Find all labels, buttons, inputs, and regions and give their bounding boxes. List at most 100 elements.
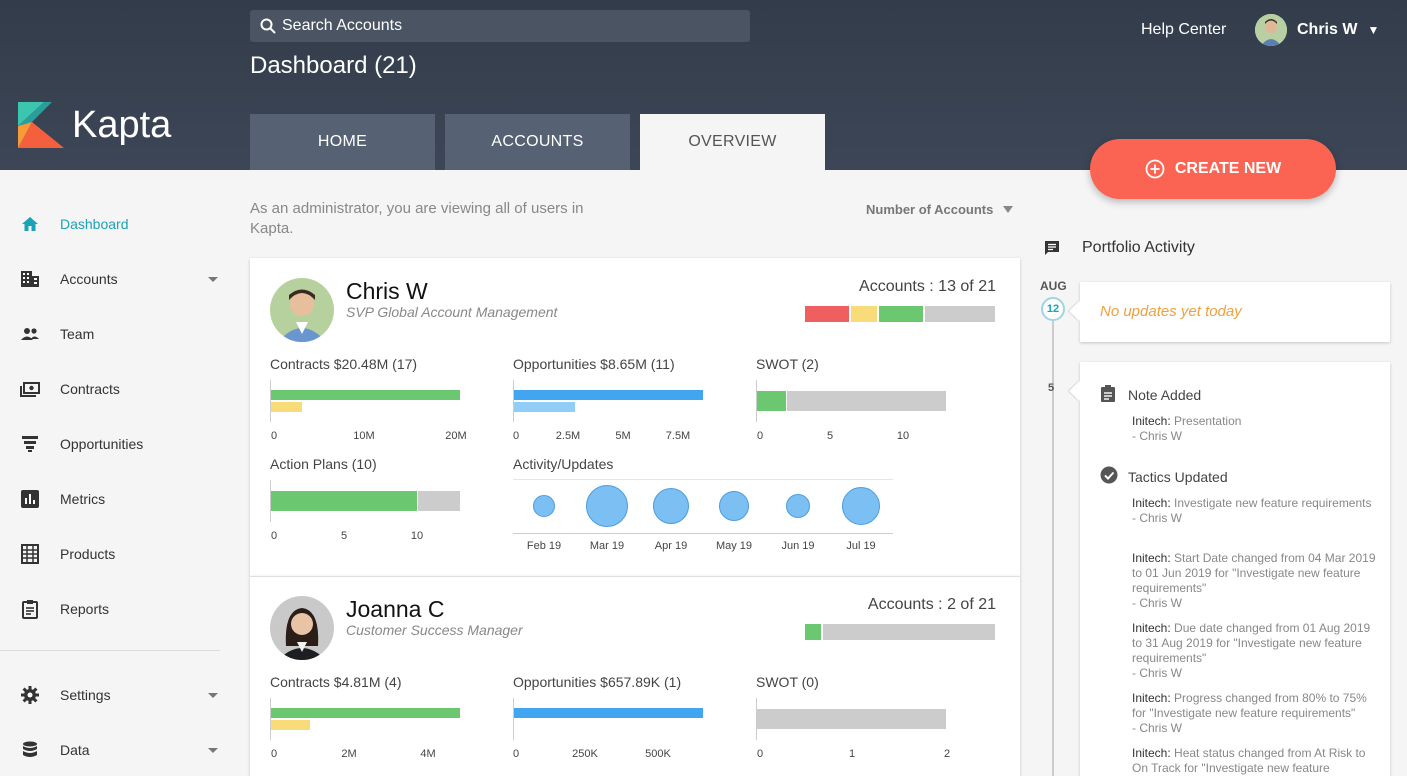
- entry-text: Start Date changed from 04 Mar 2019 to 0…: [1132, 551, 1376, 595]
- tab-home[interactable]: HOME: [250, 114, 435, 170]
- tick-label: 250K: [572, 748, 598, 760]
- activity-bubble-chart[interactable]: [513, 479, 893, 539]
- entry-author: - Chris W: [1132, 511, 1182, 525]
- feed-entry[interactable]: Initech: Heat status changed from At Ris…: [1132, 746, 1377, 776]
- create-new-button[interactable]: CREATE NEW: [1090, 139, 1336, 199]
- activity-bubble-mar[interactable]: [586, 485, 628, 527]
- user-card: Chris W SVP Global Account Management Ac…: [250, 258, 1020, 576]
- feed-entry[interactable]: Initech: Investigate new feature require…: [1132, 496, 1377, 526]
- activity-bubble-jul[interactable]: [842, 487, 880, 525]
- contracts-ticks: 0 10M 20M: [270, 430, 467, 444]
- opportunities-ticks: 0 2.5M 5M 7.5M: [513, 430, 703, 444]
- opportunities-secondary-bar: [514, 402, 575, 412]
- tick-label: 0: [270, 748, 278, 760]
- clipboard-icon: [20, 599, 40, 619]
- kapta-logo[interactable]: Kapta: [18, 102, 171, 148]
- tick-label: 10M: [353, 430, 375, 442]
- entry-company: Initech:: [1132, 551, 1171, 565]
- entry-company: Initech:: [1132, 746, 1171, 760]
- user-name[interactable]: Chris W: [346, 278, 428, 304]
- timeline-day: 5: [1048, 382, 1055, 394]
- sidebar-item-accounts[interactable]: Accounts: [0, 259, 230, 299]
- user-card: Joanna C Customer Success Manager Accoun…: [250, 576, 1020, 776]
- people-icon: [20, 324, 40, 344]
- chevron-down-icon[interactable]: [208, 747, 218, 753]
- entry-author: - Chris W: [1132, 666, 1182, 680]
- contracts-chart[interactable]: [270, 698, 460, 740]
- chevron-down-icon[interactable]: [208, 276, 218, 282]
- tick-label: May 19: [715, 540, 753, 552]
- help-center-link[interactable]: Help Center: [1141, 21, 1227, 38]
- sidebar-item-metrics[interactable]: Metrics: [0, 479, 230, 519]
- tab-accounts[interactable]: ACCOUNTS: [445, 114, 630, 170]
- tick-label: 2.5M: [555, 430, 581, 442]
- entry-text: Presentation: [1174, 414, 1242, 428]
- chevron-down-icon[interactable]: [208, 692, 218, 698]
- user-name[interactable]: Joanna C: [346, 596, 445, 622]
- user-menu[interactable]: Chris W ▼: [1255, 14, 1379, 46]
- entry-text: Heat status changed from At Risk to On T…: [1132, 746, 1366, 775]
- sidebar-item-data[interactable]: Data: [0, 730, 230, 770]
- opportunities-chart[interactable]: [513, 698, 703, 740]
- activity-bubble-apr[interactable]: [653, 488, 689, 524]
- sidebar-item-label: Settings: [60, 687, 111, 703]
- feed-entry[interactable]: Initech: Start Date changed from 04 Mar …: [1132, 551, 1377, 611]
- activity-bubble-may[interactable]: [719, 491, 749, 521]
- sidebar-item-contracts[interactable]: Contracts: [0, 369, 230, 409]
- feed-entry[interactable]: Initech: Due date changed from 01 Aug 20…: [1132, 621, 1377, 681]
- swot-chart[interactable]: [756, 698, 946, 740]
- opportunities-chart[interactable]: [513, 380, 703, 422]
- tab-overview[interactable]: OVERVIEW: [640, 114, 825, 170]
- sidebar-item-team[interactable]: Team: [0, 314, 230, 354]
- entry-company: Initech:: [1132, 496, 1171, 510]
- entry-text: Due date changed from 01 Aug 2019 to 31 …: [1132, 621, 1371, 665]
- tick-label: 20M: [445, 430, 467, 442]
- sidebar-item-settings[interactable]: Settings: [0, 675, 230, 715]
- tick-label: Apr 19: [654, 540, 688, 552]
- warning-segment: [850, 306, 878, 322]
- search-input[interactable]: Search Accounts: [250, 10, 750, 42]
- accounts-health-bar: [805, 624, 995, 640]
- sidebar-item-dashboard[interactable]: Dashboard: [0, 204, 230, 244]
- swot-remaining-bar: [757, 709, 946, 729]
- database-icon: [20, 740, 40, 760]
- opportunities-bar: [514, 390, 703, 400]
- sidebar-item-label: Team: [60, 326, 95, 342]
- sidebar-item-opportunities[interactable]: Opportunities: [0, 424, 230, 464]
- accounts-health-bar: [805, 306, 995, 322]
- contracts-secondary-bar: [271, 402, 302, 412]
- tick-label: 500K: [645, 748, 671, 760]
- tick-label: Jul 19: [846, 540, 876, 552]
- sort-dropdown[interactable]: Number of Accounts: [866, 202, 1014, 217]
- opportunities-ticks: 0 250K 500K: [513, 748, 703, 762]
- sidebar-item-products[interactable]: Products: [0, 534, 230, 574]
- note-icon: [1100, 385, 1116, 408]
- tactics-updated-heading: Tactics Updated: [1128, 469, 1228, 485]
- user-role: SVP Global Account Management: [346, 304, 558, 320]
- chart-gridline: [513, 479, 893, 480]
- feed-entry[interactable]: Initech: Progress changed from 80% to 75…: [1132, 691, 1377, 736]
- caret-down-icon: [1003, 206, 1014, 213]
- feed-entry[interactable]: Initech: Presentation - Chris W: [1132, 414, 1377, 444]
- tick-label: 0: [756, 748, 764, 760]
- tick-label: 0: [756, 430, 764, 442]
- sidebar-item-label: Reports: [60, 601, 110, 617]
- activity-bubble-jun[interactable]: [786, 494, 810, 518]
- contracts-title: Contracts $4.81M (4): [270, 674, 402, 690]
- action-plans-chart[interactable]: [270, 480, 460, 522]
- activity-title: Activity/Updates: [513, 456, 614, 472]
- swot-chart[interactable]: [756, 380, 946, 422]
- user-name: Chris W: [1297, 21, 1358, 38]
- tick-label: 5: [826, 430, 834, 442]
- no-updates-text: No updates yet today: [1100, 303, 1242, 320]
- contracts-chart[interactable]: [270, 380, 460, 422]
- tick-label: 4M: [420, 748, 436, 760]
- sidebar-item-reports[interactable]: Reports: [0, 589, 230, 629]
- sidebar-item-label: Data: [60, 742, 90, 758]
- sidebar-item-label: Contracts: [60, 381, 120, 397]
- opportunities-title: Opportunities $657.89K (1): [513, 674, 682, 690]
- activity-bubble-feb[interactable]: [533, 495, 555, 517]
- money-icon: [20, 379, 40, 399]
- swot-bar: [757, 391, 786, 411]
- tick-label: 0: [512, 748, 520, 760]
